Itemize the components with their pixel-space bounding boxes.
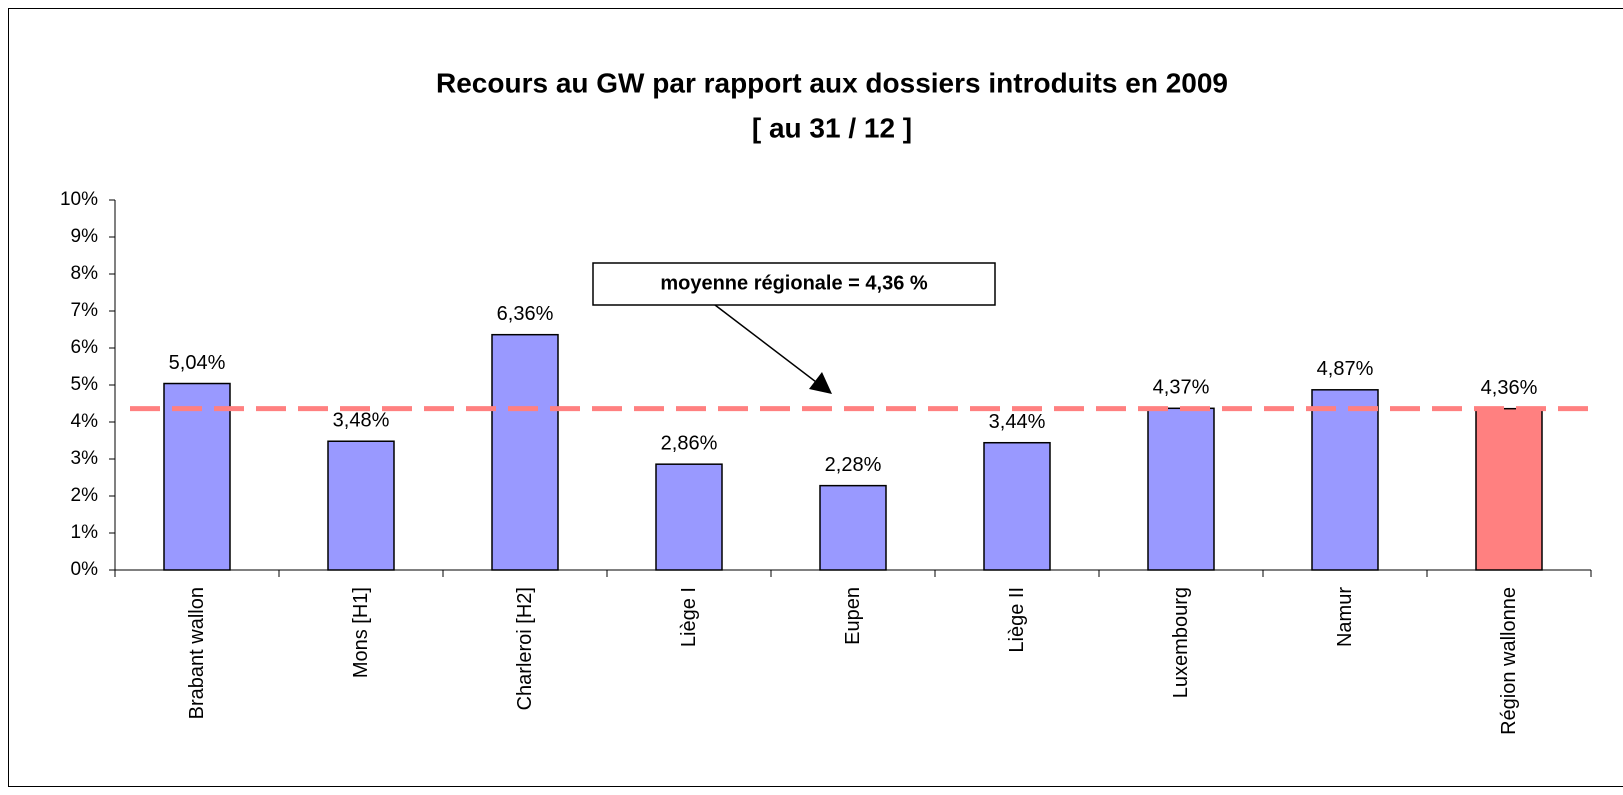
x-tick-label: Liège II <box>1006 587 1028 653</box>
chart-title: Recours au GW par rapport aux dossiers i… <box>436 67 1228 98</box>
y-tick-label: 10% <box>60 189 98 210</box>
y-tick-label: 9% <box>71 226 99 247</box>
bar <box>1311 389 1379 571</box>
y-tick-label: 8% <box>71 263 99 284</box>
bar <box>655 463 723 571</box>
value-label: 4,36% <box>1481 377 1538 399</box>
y-tick-label: 7% <box>71 300 99 321</box>
y-tick-label: 0% <box>71 559 99 580</box>
x-tick-label: Namur <box>1334 587 1356 648</box>
value-label: 3,44% <box>989 411 1046 433</box>
value-label: 5,04% <box>169 352 226 374</box>
y-tick-label: 2% <box>71 485 99 506</box>
bar <box>1147 407 1215 571</box>
x-tick-label: Eupen <box>842 587 864 645</box>
x-tick-label: Liège I <box>678 587 700 648</box>
arrow-head <box>809 372 832 394</box>
bar <box>983 441 1051 571</box>
bar <box>491 333 559 571</box>
y-tick-label: 1% <box>71 522 99 543</box>
x-tick-label: Charleroi [H2] <box>514 587 536 711</box>
arrow-shaft <box>714 304 821 386</box>
y-tick-label: 4% <box>71 411 99 432</box>
x-tick-label: Mons [H1] <box>350 587 372 679</box>
y-tick-label: 5% <box>71 374 99 395</box>
value-label: 3,48% <box>333 410 390 432</box>
value-label: 6,36% <box>497 303 554 325</box>
annotation-box <box>592 262 996 306</box>
bar <box>163 382 231 571</box>
x-tick-label: Luxembourg <box>1170 587 1192 699</box>
annotation: moyenne régionale = 4,36 % <box>660 272 928 294</box>
value-label: 2,28% <box>825 454 882 476</box>
y-tick-label: 3% <box>71 448 99 469</box>
value-label: 4,87% <box>1317 358 1374 380</box>
y-tick-label: 6% <box>71 337 99 358</box>
x-tick-label: Région wallonne <box>1498 587 1520 735</box>
bar <box>327 440 395 571</box>
value-label: 2,86% <box>661 432 718 454</box>
value-label: 4,37% <box>1153 377 1210 399</box>
bar <box>1475 407 1543 571</box>
chart-subtitle: [ au 31 / 12 ] <box>752 112 912 143</box>
bar <box>819 484 887 571</box>
x-tick-label: Brabant wallon <box>186 587 208 720</box>
chart-border <box>8 8 1623 787</box>
